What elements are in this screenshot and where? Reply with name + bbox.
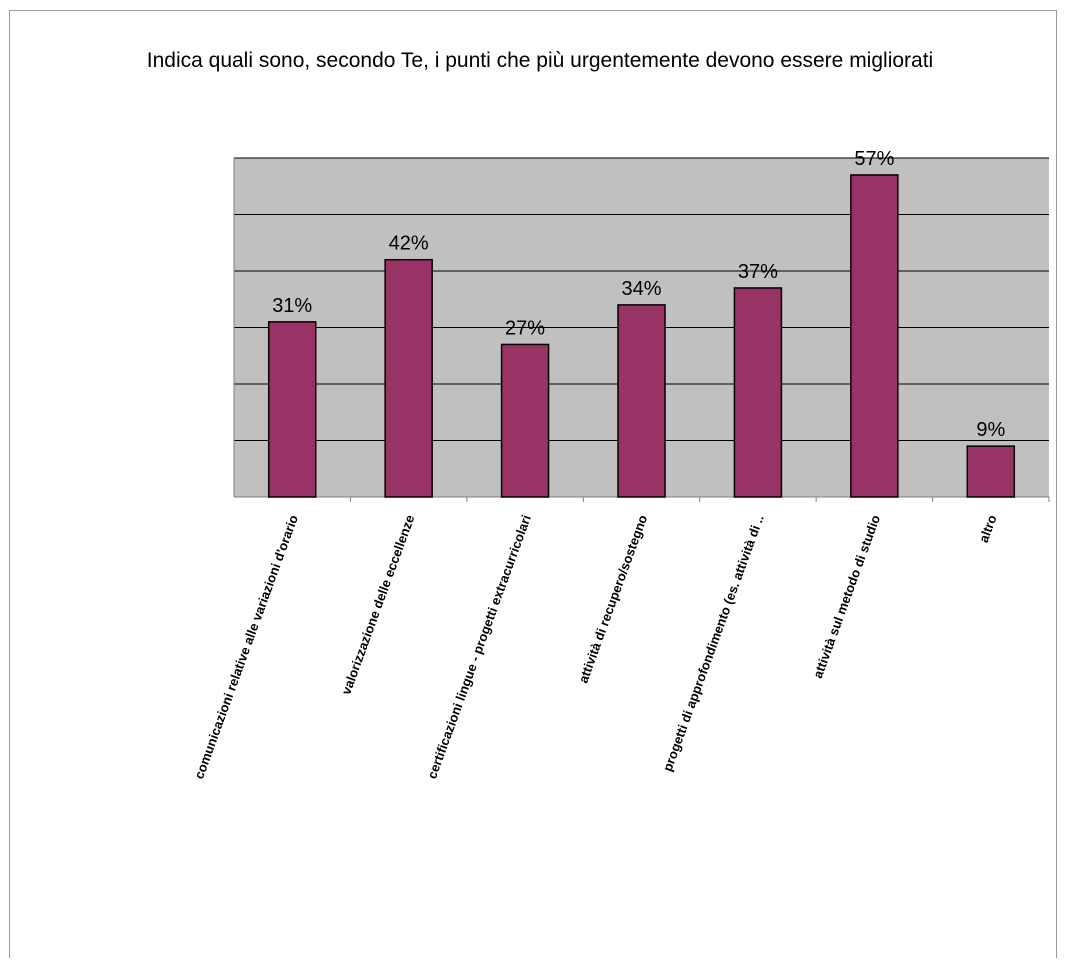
bar: [500, 343, 550, 498]
chart-title: Indica quali sono, secondo Te, i punti c…: [146, 49, 934, 72]
bar: [850, 174, 899, 498]
data-label: 27%: [505, 317, 545, 339]
category-label: valorizzazione delle eccellenze: [338, 513, 417, 697]
data-label: 37%: [738, 261, 778, 283]
data-label: 9%: [976, 419, 1005, 441]
category-label: attività sul metodo di studio: [810, 513, 883, 680]
category-label: certificazioni lingue - progetti extracu…: [424, 513, 534, 781]
category-labels: comunicazioni relative alle variazioni d…: [191, 513, 999, 781]
data-label: 31%: [272, 295, 312, 317]
category-label: comunicazioni relative alle variazioni d…: [191, 513, 301, 781]
data-label: 34%: [621, 278, 661, 300]
bar: [966, 445, 1016, 498]
category-label: progetti di approfondimento (es. attivit…: [660, 513, 767, 773]
bar: [733, 287, 783, 498]
data-label: 57%: [854, 148, 894, 170]
bars: [267, 174, 1016, 498]
bar: [384, 258, 433, 498]
data-labels: 31% 42% 27% 34% 37% 57% 9%: [272, 148, 1005, 441]
data-label: 42%: [389, 233, 429, 255]
bar: [267, 321, 317, 498]
category-label: altro: [976, 513, 1000, 545]
category-label: attività di recupero/sostegno: [575, 513, 650, 685]
bar: [617, 304, 666, 498]
